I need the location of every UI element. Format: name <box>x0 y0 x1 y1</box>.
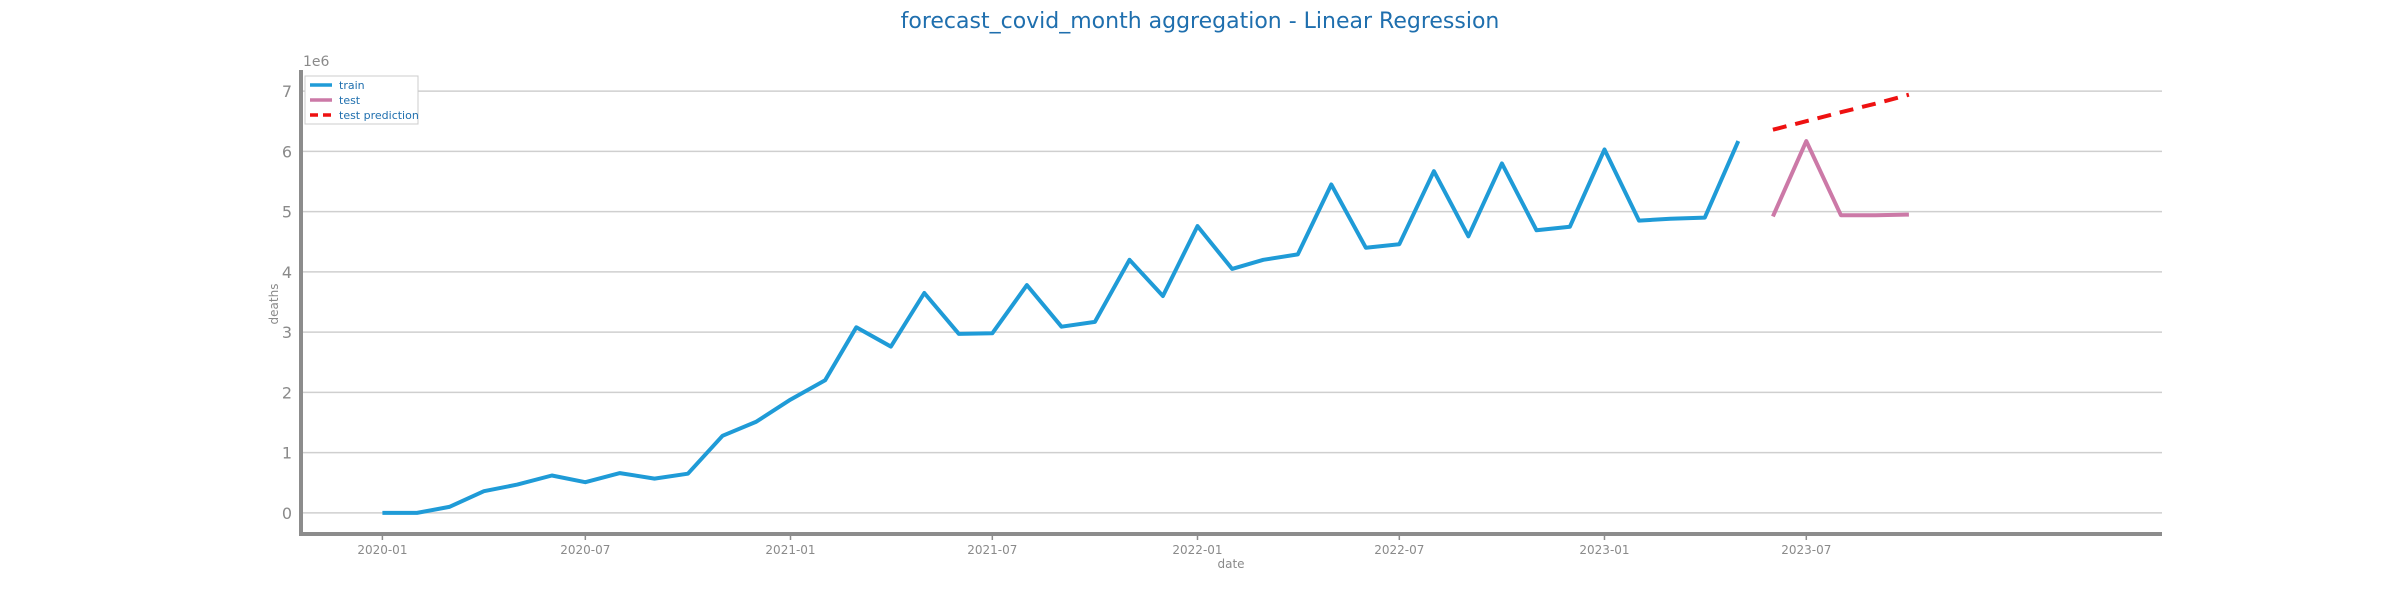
series-line-test <box>1771 139 1909 218</box>
y-tick-label: 6 <box>282 142 292 161</box>
legend: train test test prediction <box>304 75 419 125</box>
y-tick-labels: 0 1 2 3 4 5 6 7 <box>282 82 292 523</box>
y-tick-label: 5 <box>282 203 292 222</box>
y-tick-label: 1 <box>282 444 292 463</box>
x-axis-label: date <box>1217 557 1244 571</box>
x-tick-label: 2022-07 <box>1374 543 1424 557</box>
y-tick-label: 4 <box>282 263 292 282</box>
grid-lines <box>301 90 2162 514</box>
series-line-train <box>382 140 1741 515</box>
y-tick-label: 3 <box>282 323 292 342</box>
legend-label-test-prediction: test prediction <box>339 109 419 122</box>
x-tick-labels: 2020-01 2020-07 2021-01 2021-07 2022-01 2022-… <box>357 534 1831 557</box>
x-tick-label: 2020-07 <box>560 543 610 557</box>
y-tick-label: 7 <box>282 82 292 101</box>
chart-title: forecast_covid_month aggregation - Linea… <box>901 9 1500 34</box>
x-tick-label: 2023-01 <box>1579 543 1629 557</box>
x-tick-label: 2022-01 <box>1172 543 1222 557</box>
x-tick-label: 2021-07 <box>967 543 1017 557</box>
legend-label-test: test <box>339 94 361 107</box>
y-tick-label: 2 <box>282 383 292 402</box>
legend-label-train: train <box>339 79 365 92</box>
series-lines <box>382 92 1910 515</box>
x-tick-label: 2023-07 <box>1781 543 1831 557</box>
x-tick-label: 2021-01 <box>765 543 815 557</box>
y-tick-label: 0 <box>282 504 292 523</box>
y-axis-label: deaths <box>267 284 281 325</box>
y-multiplier-label: 1e6 <box>303 54 330 70</box>
series-line-test-prediction <box>1772 92 1910 132</box>
x-tick-label: 2020-01 <box>357 543 407 557</box>
